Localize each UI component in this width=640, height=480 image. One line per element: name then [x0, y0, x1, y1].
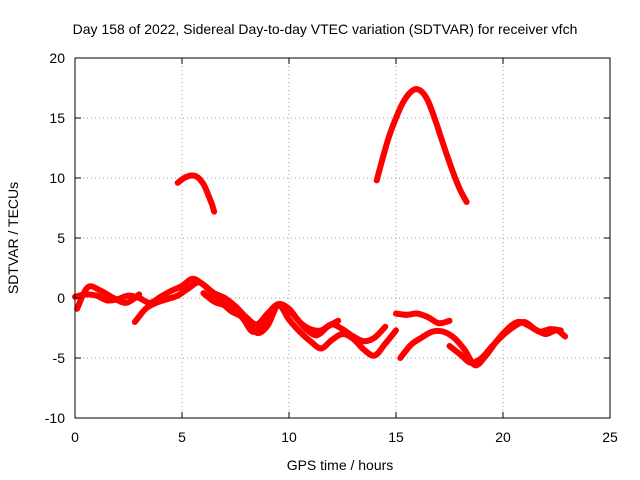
series-band-arc-3: [133, 279, 340, 339]
y-tick-label: 5: [57, 230, 65, 246]
y-tick-label: 20: [49, 50, 65, 66]
x-tick-label: 5: [178, 429, 186, 445]
x-tick-label: 10: [281, 429, 297, 445]
axis-ticks: 0 5 10 15 20 25 -10 -5 0 5 10 15 20: [45, 50, 618, 445]
series-band-arc-6: [375, 86, 469, 202]
series-band-arc-7: [394, 310, 451, 324]
plot-series: [72, 86, 569, 369]
x-tick-label: 20: [495, 429, 511, 445]
y-tick-label: -10: [45, 410, 65, 426]
chart-title: Day 158 of 2022, Sidereal Day-to-day VTE…: [73, 21, 578, 37]
y-tick-label: -5: [53, 350, 66, 366]
y-axis-label: SDTVAR / TECUs: [5, 182, 21, 294]
series-band-arc-4: [176, 172, 216, 215]
x-tick-label: 15: [388, 429, 404, 445]
series-band-arc-9: [448, 321, 567, 364]
series-band-arc-1: [75, 285, 141, 309]
series-line-arc-6: [373, 86, 470, 205]
y-tick-label: 10: [49, 170, 65, 186]
x-axis-label: GPS time / hours: [287, 457, 394, 473]
y-tick-label: 15: [49, 110, 65, 126]
x-tick-label: 0: [71, 429, 79, 445]
grid: [75, 58, 610, 418]
chart-title-text: Day 158 of 2022, Sidereal Day-to-day VTE…: [73, 21, 578, 37]
y-tick-label: 0: [57, 290, 65, 306]
x-tick-label: 25: [602, 429, 618, 445]
series-band-arc-5: [201, 290, 398, 356]
